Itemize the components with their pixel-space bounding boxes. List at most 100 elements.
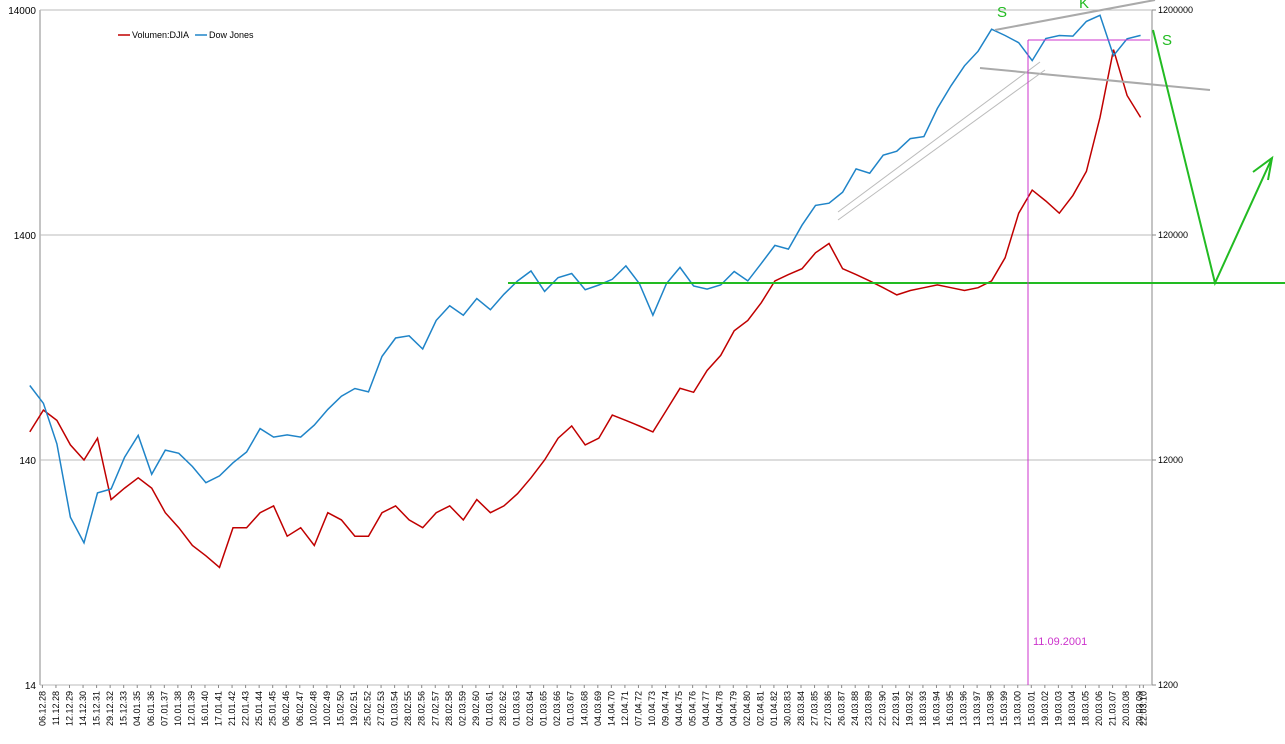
x-tick-label: 01.03.67 [566,691,576,726]
x-tick-label: 29.12.32 [105,691,115,726]
x-tick-label: 19.03.03 [1053,691,1063,726]
x-tick-label: 30.03.83 [782,691,792,726]
x-tick-label: 28.02.55 [403,691,413,726]
x-tick-label: 19.03.02 [1040,691,1050,726]
y2-tick-label: 1200 [1158,680,1178,690]
x-tick-label: 28.03.84 [796,691,806,726]
x-tick-label: 07.04.72 [633,691,643,726]
x-tick-label: 13.03.98 [986,691,996,726]
x-tick-label: 14.04.70 [606,691,616,726]
x-tick-label: 20.03.09 [1135,691,1145,726]
x-tick-label: 11.12.28 [51,691,61,725]
y-tick-label: 14 [25,681,37,692]
x-tick-label: 10.04.73 [647,691,657,726]
trend-line [979,67,1211,91]
series-line [29,14,1141,545]
x-tick-label: 19.02.51 [349,691,359,726]
legend-label: Volumen:DJIA [132,30,189,40]
x-tick-label: 22.03.10 [1138,691,1148,726]
y2-tick-label: 1200000 [1158,5,1193,15]
x-tick-label: 02.03.66 [552,691,562,726]
x-tick-label: 06.01.36 [146,691,156,726]
x-tick-label: 25.02.52 [363,691,373,726]
y-tick-label: 1400 [14,231,37,242]
x-tick-label: 25.01.44 [254,691,264,726]
x-tick-label: 10.02.49 [322,691,332,726]
x-tick-label: 27.03.85 [810,691,820,726]
x-tick-label: 02.04.80 [742,691,752,726]
x-tick-label: 15.03.99 [999,691,1009,726]
annotation: S [997,4,1007,21]
x-tick-label: 12.12.29 [64,691,74,726]
x-tick-label: 04.04.77 [701,691,711,726]
x-tick-label: 27.02.57 [430,691,440,726]
x-tick-label: 13.03.00 [1013,691,1023,726]
trend-line [837,61,1041,213]
x-tick-label: 28.02.58 [444,691,454,726]
x-tick-label: 12.01.39 [186,691,196,726]
x-tick-label: 12.04.71 [620,691,630,726]
x-tick-label: 18.03.05 [1080,691,1090,726]
x-tick-label: 07.01.37 [159,691,169,726]
x-tick-label: 17.01.41 [214,691,224,726]
x-tick-label: 04.04.79 [728,691,738,726]
annotation: K [1079,0,1089,12]
trend-line [994,0,1156,31]
x-tick-label: 16.03.94 [931,691,941,726]
legend-label: Dow Jones [209,30,254,40]
x-tick-label: 01.03.65 [539,691,549,726]
annotation: S [1162,32,1172,49]
x-tick-label: 25.01.45 [268,691,278,726]
legend: Volumen:DJIA Dow Jones [118,30,254,40]
projection [1152,29,1273,287]
x-tick-label: 01.03.63 [512,691,522,726]
x-tick-label: 13.03.96 [959,691,969,726]
x-tick-label: 06.02.46 [281,691,291,726]
x-tick-label: 15.12.31 [92,691,102,726]
x-tick-label: 15.02.50 [335,691,345,726]
x-tick-label: 27.02.53 [376,691,386,726]
x-tick-label: 06.12.28 [37,691,47,726]
x-tick-label: 18.03.93 [918,691,928,726]
y-tick-label: 14000 [8,6,36,17]
x-tick-label: 16.01.40 [200,691,210,726]
x-tick-label: 22.03.90 [877,691,887,726]
x-tick-label: 27.03.86 [823,691,833,726]
x-tick-label: 24.03.88 [850,691,860,726]
x-tick-label: 04.04.78 [715,691,725,726]
x-tick-label: 01.04.82 [769,691,779,726]
x-tick-label: 20.03.06 [1094,691,1104,726]
y-tick-label: 140 [19,456,36,467]
x-tick-label: 26.03.87 [837,691,847,726]
annotation: 11.09.2001 [1033,636,1087,648]
x-tick-label: 06.02.47 [295,691,305,726]
x-tick-label: 02.03.59 [457,691,467,726]
x-tick-label: 23.03.89 [864,691,874,726]
x-tick-label: 10.01.38 [173,691,183,726]
x-tick-label: 10.02.48 [308,691,318,726]
x-tick-label: 21.03.07 [1108,691,1118,726]
y2-tick-label: 12000 [1158,455,1183,465]
arrow-head [1252,155,1274,181]
x-tick-label: 01.03.61 [484,691,494,726]
x-tick-label: 04.04.75 [674,691,684,726]
x-tick-label: 15.12.33 [119,691,129,726]
x-tick-label: 14.03.68 [579,691,589,726]
x-tick-label: 13.03.97 [972,691,982,726]
x-tick-label: 28.02.62 [498,691,508,726]
x-tick-label: 02.03.64 [525,691,535,726]
x-tick-label: 29.02.60 [471,691,481,726]
x-tick-label: 04.01.35 [132,691,142,726]
x-tick-label: 15.03.01 [1026,691,1036,726]
x-tick-label: 05.04.76 [688,691,698,726]
trend-line [837,69,1046,221]
x-tick-label: 20.03.08 [1121,691,1131,726]
x-tick-label: 22.03.91 [891,691,901,726]
x-tick-label: 28.02.56 [417,691,427,726]
x-tick-label: 22.01.43 [241,691,251,726]
x-tick-label: 21.01.42 [227,691,237,726]
x-tick-label: 02.04.81 [755,691,765,726]
y2-tick-label: 120000 [1158,230,1188,240]
x-tick-label: 18.03.04 [1067,691,1077,726]
